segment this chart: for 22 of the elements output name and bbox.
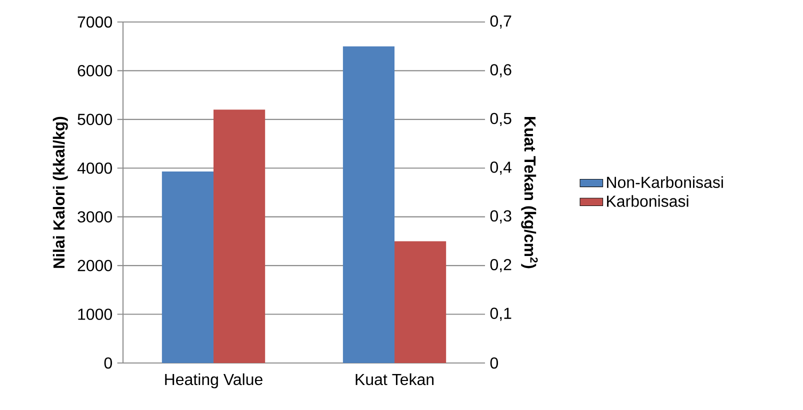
y2-tick-label: 0,3: [490, 210, 512, 224]
y2-tick-label: 0,2: [490, 258, 512, 272]
x-tick-label: Heating Value: [165, 373, 262, 388]
legend-label: Non-Karbonisasi: [607, 176, 723, 188]
y2-tick-label: 0,5: [490, 112, 512, 126]
y-tick-label: 7000: [78, 16, 112, 28]
x-tick-label: Kuat Tekan: [356, 373, 434, 386]
y2-tick-label: 0: [490, 357, 498, 369]
y-tick-label: 2000: [78, 260, 112, 272]
y-axis-title: Nilai Kalori (kkal/kg): [52, 116, 68, 268]
y2-axis-title: Kuat Tekan (kg/cm$^{2}$): [521, 117, 538, 268]
y-tick-label: 5000: [78, 114, 112, 126]
y2-tick-label: 0,7: [490, 15, 512, 29]
y-tick-label: 0: [104, 357, 112, 369]
y2-tick-label: 0,6: [490, 64, 512, 78]
y-tick-label: 1000: [78, 308, 112, 320]
y-tick-label: 3000: [78, 211, 112, 222]
y-tick-label: 6000: [78, 65, 112, 76]
y2-tick-label: 0,4: [490, 162, 512, 175]
legend-label: Karbonisasi: [607, 195, 688, 207]
y2-tick-label: 0,1: [490, 308, 512, 321]
y-tick-label: 4000: [77, 162, 112, 174]
